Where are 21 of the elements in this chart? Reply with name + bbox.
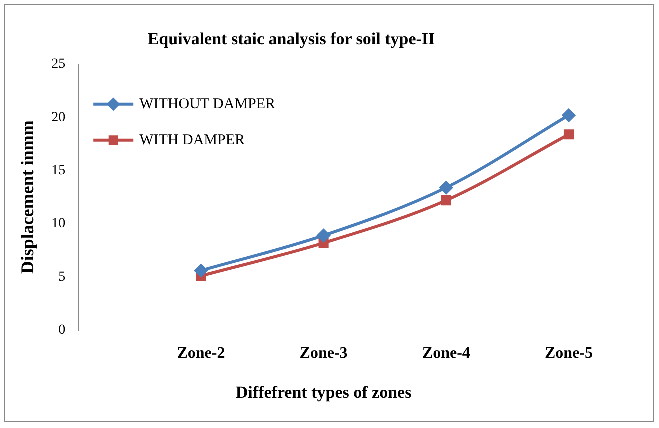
legend-label: WITHOUT DAMPER	[140, 96, 276, 112]
x-tick-label: Zone-5	[545, 345, 593, 362]
y-tick-label: 15	[52, 163, 66, 178]
x-axis-title: Diffefrent types of zones	[236, 383, 412, 402]
legend-label: WITH DAMPER	[140, 132, 246, 148]
y-tick-label: 25	[52, 57, 66, 72]
point	[440, 181, 453, 194]
point	[194, 264, 208, 278]
point	[564, 130, 574, 140]
y-axis-title: Displacement inmm	[17, 120, 38, 274]
y-tick-label: 5	[58, 270, 66, 285]
x-tick-label: Zone-3	[300, 345, 348, 362]
y-tick-label: 20	[52, 110, 66, 126]
y-tick-label: 10	[52, 216, 66, 232]
y-tick-label: 0	[58, 323, 66, 338]
x-tick-label: Zone-4	[422, 345, 470, 362]
point	[562, 108, 576, 122]
x-tick-label: Zone-2	[177, 345, 226, 362]
point	[441, 196, 452, 206]
point	[317, 229, 330, 242]
chart-title: Equivalent staic analysis for soil type-II	[148, 30, 436, 49]
